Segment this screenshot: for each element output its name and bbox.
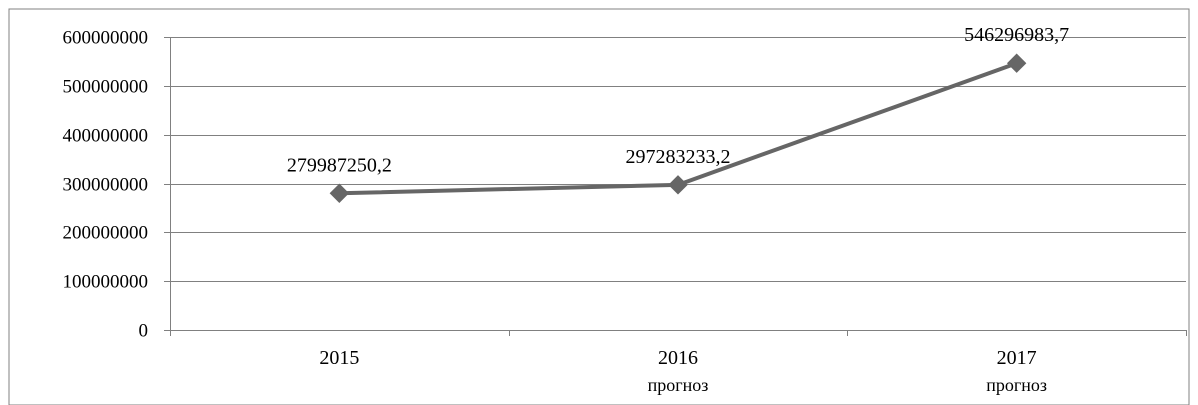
axes (164, 37, 1187, 336)
x-tick-sublabel: прогноз (986, 375, 1047, 395)
y-tick-label: 400000000 (63, 126, 149, 147)
series-layer (329, 53, 1027, 203)
data-label: 279987250,2 (287, 154, 392, 176)
y-tick-label: 600000000 (63, 28, 149, 49)
data-point-marker (1006, 53, 1027, 73)
x-tick-label: 2016 (658, 347, 698, 369)
data-point-marker (668, 175, 688, 195)
data-labels: 279987250,2 297283233,2 546296983,7 (287, 24, 1069, 176)
x-tick-label: 2017 (997, 347, 1037, 369)
y-tick-label: 200000000 (63, 223, 149, 244)
data-point-marker (329, 183, 350, 203)
chart-frame (8, 8, 1190, 405)
y-axis-tick-labels: 0 100000000 200000000 300000000 400000000 500… (63, 28, 149, 342)
y-tick-label: 500000000 (63, 77, 149, 98)
x-tick-label: 2015 (319, 347, 359, 369)
y-tick-label: 0 (139, 321, 149, 342)
data-label: 297283233,2 (626, 146, 731, 168)
x-axis-tick-labels: 2015 2016 прогноз 2017 прогноз (319, 347, 1047, 395)
x-tick-sublabel: прогноз (648, 375, 709, 395)
data-label: 546296983,7 (964, 24, 1069, 46)
y-tick-label: 100000000 (63, 272, 149, 293)
y-tick-label: 300000000 (63, 175, 149, 196)
